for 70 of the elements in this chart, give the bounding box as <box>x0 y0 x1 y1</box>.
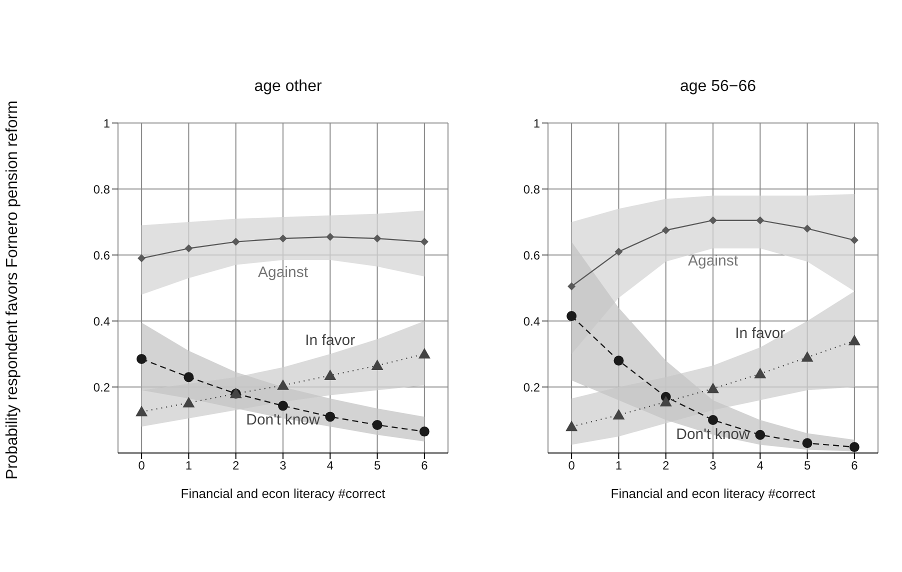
point <box>419 426 430 437</box>
point <box>372 420 382 430</box>
point <box>612 409 625 420</box>
point <box>184 372 194 382</box>
point <box>662 226 670 234</box>
y-tick-label: 0.8 <box>523 182 540 196</box>
annotation: Don't know <box>246 412 320 429</box>
x-tick-label: 6 <box>851 458 858 473</box>
point <box>326 232 334 241</box>
x-tick-label: 0 <box>138 458 146 473</box>
point <box>614 248 623 256</box>
point <box>802 438 812 448</box>
y-tick-label: 1 <box>103 116 110 130</box>
point <box>803 224 812 233</box>
point <box>754 368 766 378</box>
point <box>801 351 814 362</box>
x-tick-label: 5 <box>374 458 381 473</box>
x-tick-label: 4 <box>756 458 764 473</box>
point <box>371 360 384 370</box>
x-tick-label: 1 <box>615 458 622 473</box>
x-tick-label: 4 <box>326 458 334 473</box>
chart-title: age 56−66 <box>678 78 758 96</box>
point <box>566 420 578 432</box>
x-tick-label: 0 <box>568 458 576 473</box>
point <box>420 238 428 246</box>
point <box>709 216 717 224</box>
chart-title: age other <box>253 78 323 96</box>
point <box>373 234 382 242</box>
y-tick-label: 0.6 <box>93 248 110 262</box>
x-tick-label: 2 <box>232 458 240 473</box>
point <box>136 406 148 416</box>
point <box>136 354 147 364</box>
point <box>232 238 240 246</box>
y-tick-label: 0.8 <box>93 182 110 196</box>
x-axis-title: Financial and econ literacy #correct <box>180 486 386 501</box>
point <box>279 234 287 242</box>
point <box>707 382 719 394</box>
point <box>660 396 672 406</box>
point <box>324 369 336 380</box>
y-tick-label: 0.6 <box>523 248 540 262</box>
point <box>755 430 766 440</box>
point <box>418 348 430 358</box>
x-tick-label: 5 <box>804 458 811 473</box>
point <box>184 244 193 252</box>
point <box>849 442 860 452</box>
y-tick-label: 0.2 <box>523 380 540 394</box>
x-tick-label: 6 <box>421 458 428 473</box>
point <box>182 396 195 408</box>
x-tick-label: 3 <box>710 458 717 473</box>
point <box>325 412 336 422</box>
point <box>278 400 288 411</box>
point <box>566 311 577 322</box>
x-tick-label: 2 <box>662 458 670 473</box>
point <box>848 334 860 346</box>
y-tick-label: 0.4 <box>523 314 540 328</box>
point <box>850 236 858 244</box>
annotation: Don't know <box>676 426 750 443</box>
point <box>756 216 764 224</box>
x-axis-title: Financial and econ literacy #correct <box>610 486 816 501</box>
x-tick-label: 1 <box>185 458 192 473</box>
point <box>568 282 576 290</box>
point <box>614 356 624 366</box>
y-tick-label: 1 <box>533 116 540 130</box>
point <box>138 254 146 262</box>
point <box>708 415 718 425</box>
y-tick-label: 0.4 <box>93 314 110 328</box>
y-axis-title: Probability respondent favors Fornero pension reform <box>4 100 22 482</box>
x-tick-label: 3 <box>280 458 287 473</box>
y-tick-label: 0.2 <box>93 380 110 394</box>
point <box>277 379 289 390</box>
